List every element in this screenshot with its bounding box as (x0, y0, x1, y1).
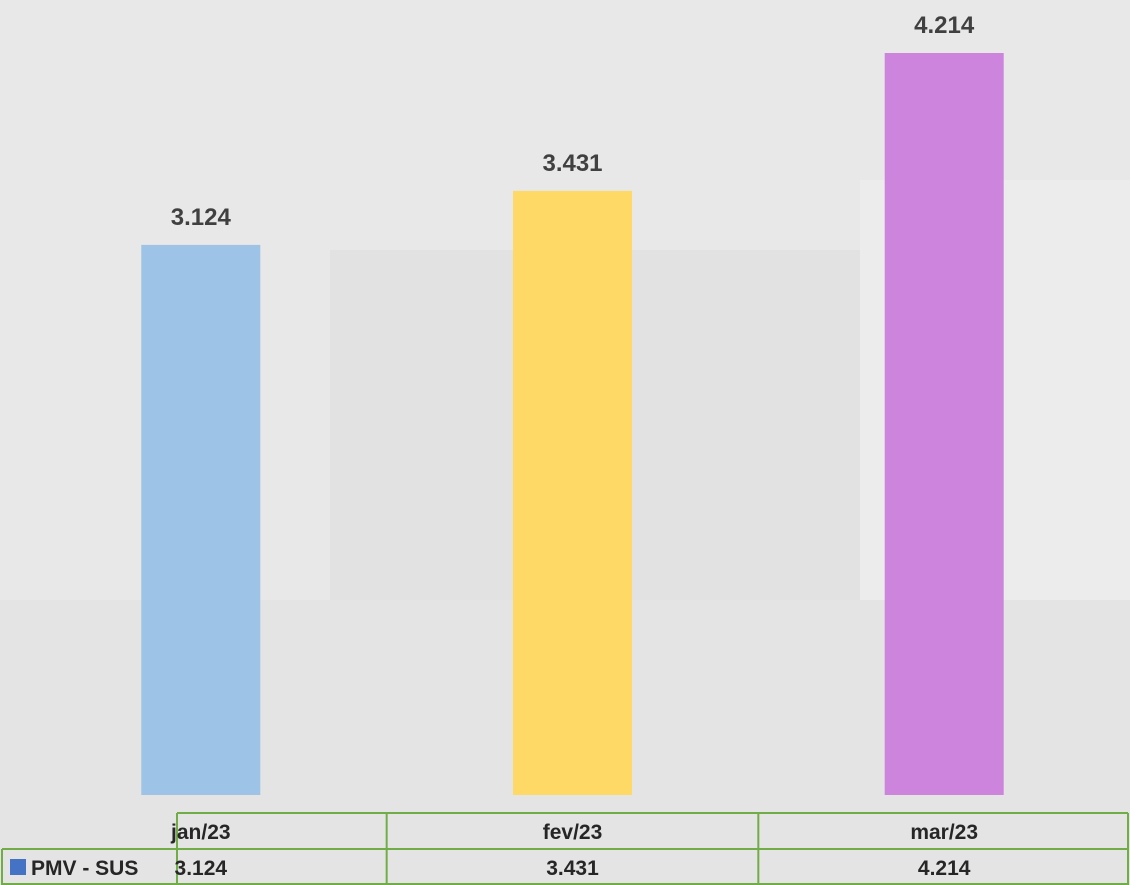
bar-mar-23 (884, 53, 1004, 795)
data-label: 3.124 (171, 204, 232, 231)
bars-group (141, 53, 1004, 795)
data-label: 3.431 (542, 150, 602, 177)
table-header-jan-23: jan/23 (170, 821, 231, 844)
data-label: 4.214 (914, 12, 975, 39)
table-cell-value: 4.214 (918, 857, 971, 880)
series-name: PMV - SUS (31, 857, 138, 880)
data-table: jan/23 3.124 fev/23 3.431 mar/23 4.214 PMV - S… (1, 812, 1129, 885)
table-header-fev-23: fev/23 (543, 821, 603, 844)
table-cell-value: 3.124 (175, 857, 228, 880)
bar-fev-23 (513, 190, 632, 795)
table-header-mar-23: mar/23 (910, 821, 978, 844)
data-labels-group: 3.124 3.431 4.214 (171, 12, 975, 231)
table-cell-value: 3.431 (546, 857, 599, 880)
bar-jan-23 (141, 244, 261, 795)
legend-key (10, 859, 26, 875)
